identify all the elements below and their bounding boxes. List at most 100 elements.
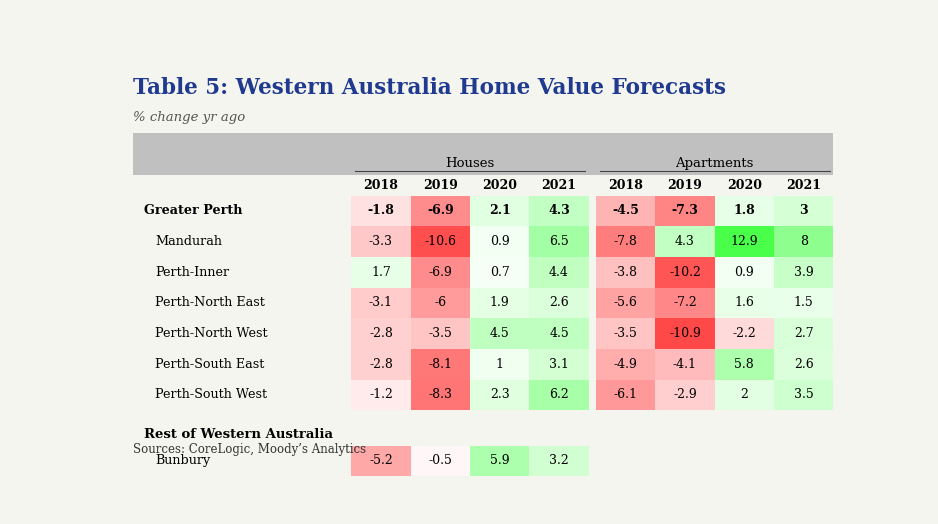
Text: -6.9: -6.9 bbox=[429, 266, 452, 279]
Text: 0.7: 0.7 bbox=[490, 266, 509, 279]
Text: Sources: CoreLogic, Moody’s Analytics: Sources: CoreLogic, Moody’s Analytics bbox=[133, 443, 367, 456]
Bar bbox=[774, 226, 833, 257]
Text: 2020: 2020 bbox=[482, 179, 517, 192]
Bar bbox=[656, 288, 715, 318]
Text: 5.8: 5.8 bbox=[734, 358, 754, 371]
Text: Apartments: Apartments bbox=[675, 157, 754, 170]
Text: -0.5: -0.5 bbox=[429, 454, 452, 467]
Text: 0.9: 0.9 bbox=[490, 235, 509, 248]
Text: 3: 3 bbox=[799, 204, 808, 217]
Bar bbox=[352, 288, 411, 318]
Bar bbox=[596, 195, 656, 226]
Bar bbox=[715, 379, 774, 410]
Text: 2018: 2018 bbox=[608, 179, 643, 192]
Text: 2.3: 2.3 bbox=[490, 388, 509, 401]
Bar bbox=[529, 445, 589, 476]
Text: 3.5: 3.5 bbox=[794, 388, 813, 401]
Text: 8: 8 bbox=[799, 235, 808, 248]
Bar bbox=[352, 226, 411, 257]
Bar bbox=[774, 379, 833, 410]
Text: Rest of Western Australia: Rest of Western Australia bbox=[144, 428, 333, 441]
Bar bbox=[715, 257, 774, 288]
Bar bbox=[470, 318, 529, 349]
Bar bbox=[596, 288, 656, 318]
Text: 2021: 2021 bbox=[541, 179, 577, 192]
Text: 1.6: 1.6 bbox=[734, 297, 754, 310]
Bar bbox=[352, 445, 411, 476]
Text: 4.3: 4.3 bbox=[548, 204, 570, 217]
Bar bbox=[352, 379, 411, 410]
Text: Mandurah: Mandurah bbox=[155, 235, 222, 248]
Text: 3.2: 3.2 bbox=[549, 454, 568, 467]
Text: -7.8: -7.8 bbox=[613, 235, 638, 248]
Text: % change yr ago: % change yr ago bbox=[133, 111, 246, 124]
Text: 2: 2 bbox=[740, 388, 749, 401]
Bar bbox=[715, 226, 774, 257]
Bar bbox=[596, 318, 656, 349]
Text: -2.2: -2.2 bbox=[733, 327, 756, 340]
Text: -8.1: -8.1 bbox=[429, 358, 452, 371]
Text: -8.3: -8.3 bbox=[429, 388, 452, 401]
Text: -3.5: -3.5 bbox=[429, 327, 452, 340]
Bar bbox=[470, 288, 529, 318]
Text: Perth-North East: Perth-North East bbox=[155, 297, 265, 310]
Text: 2021: 2021 bbox=[786, 179, 821, 192]
Bar bbox=[352, 318, 411, 349]
Text: 0.9: 0.9 bbox=[734, 266, 754, 279]
Text: -3.8: -3.8 bbox=[613, 266, 638, 279]
Bar bbox=[529, 288, 589, 318]
Text: 4.3: 4.3 bbox=[675, 235, 695, 248]
Bar bbox=[656, 195, 715, 226]
Text: -10.6: -10.6 bbox=[424, 235, 456, 248]
Bar bbox=[529, 318, 589, 349]
Bar bbox=[529, 226, 589, 257]
Bar bbox=[596, 379, 656, 410]
Bar bbox=[411, 288, 470, 318]
Bar bbox=[411, 445, 470, 476]
Bar bbox=[656, 349, 715, 379]
Text: Houses: Houses bbox=[446, 157, 494, 170]
Text: -6: -6 bbox=[434, 297, 446, 310]
Bar bbox=[715, 318, 774, 349]
Text: -6.9: -6.9 bbox=[427, 204, 454, 217]
Text: Perth-Inner: Perth-Inner bbox=[155, 266, 229, 279]
Text: 6.5: 6.5 bbox=[549, 235, 568, 248]
Bar bbox=[656, 318, 715, 349]
Text: 4.5: 4.5 bbox=[549, 327, 568, 340]
Bar bbox=[774, 195, 833, 226]
Text: 12.9: 12.9 bbox=[731, 235, 758, 248]
Bar bbox=[529, 195, 589, 226]
Text: -1.2: -1.2 bbox=[369, 388, 393, 401]
Bar bbox=[596, 257, 656, 288]
Bar bbox=[529, 349, 589, 379]
Bar bbox=[411, 195, 470, 226]
Bar bbox=[470, 379, 529, 410]
Text: -10.9: -10.9 bbox=[669, 327, 701, 340]
Bar bbox=[411, 379, 470, 410]
Text: -10.2: -10.2 bbox=[669, 266, 701, 279]
Text: -2.8: -2.8 bbox=[369, 327, 393, 340]
Text: 6.2: 6.2 bbox=[549, 388, 568, 401]
Text: 1.5: 1.5 bbox=[794, 297, 813, 310]
Bar bbox=[470, 195, 529, 226]
Bar bbox=[470, 226, 529, 257]
Text: Perth-North West: Perth-North West bbox=[155, 327, 267, 340]
Text: -7.2: -7.2 bbox=[673, 297, 697, 310]
Text: 1: 1 bbox=[495, 358, 504, 371]
Text: 1.8: 1.8 bbox=[734, 204, 755, 217]
Bar bbox=[352, 257, 411, 288]
Bar bbox=[411, 318, 470, 349]
Text: -5.2: -5.2 bbox=[370, 454, 393, 467]
Text: 2018: 2018 bbox=[364, 179, 399, 192]
Bar bbox=[411, 226, 470, 257]
Bar bbox=[411, 349, 470, 379]
Bar bbox=[774, 349, 833, 379]
Bar bbox=[352, 349, 411, 379]
Text: 1.9: 1.9 bbox=[490, 297, 509, 310]
Bar bbox=[656, 379, 715, 410]
Text: -6.1: -6.1 bbox=[613, 388, 638, 401]
Bar bbox=[529, 379, 589, 410]
Bar bbox=[715, 288, 774, 318]
Text: 2019: 2019 bbox=[668, 179, 703, 192]
Text: -4.5: -4.5 bbox=[613, 204, 639, 217]
